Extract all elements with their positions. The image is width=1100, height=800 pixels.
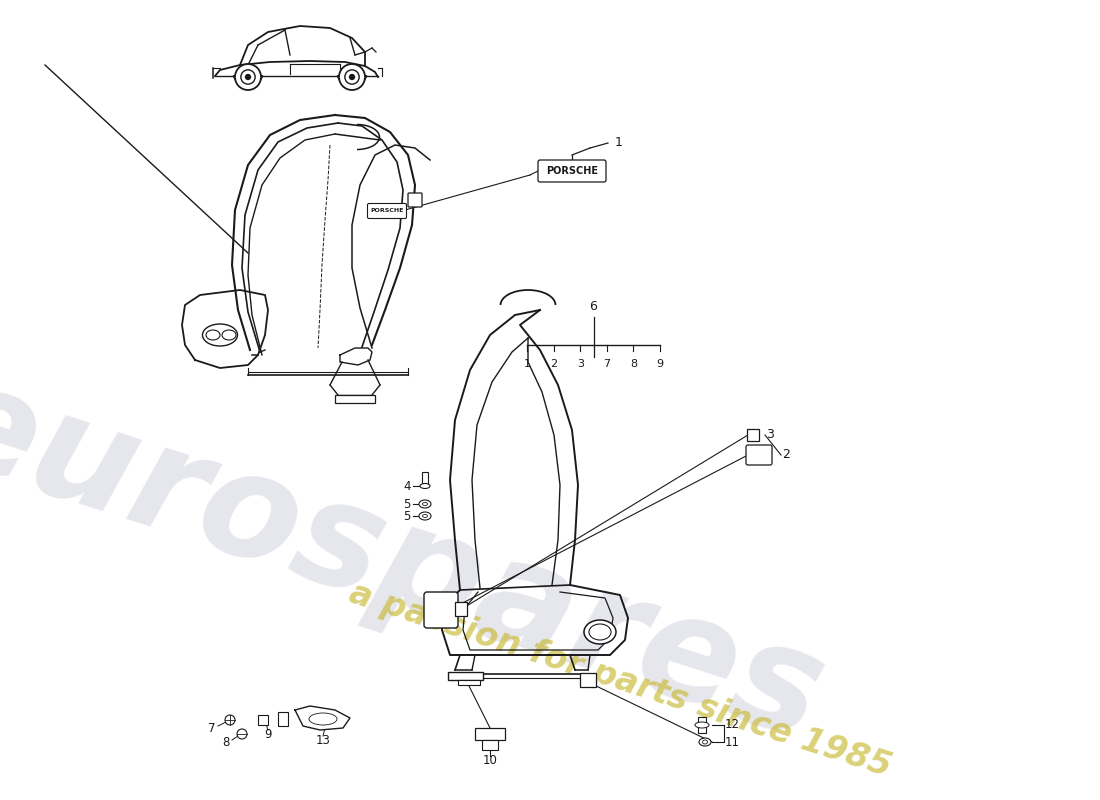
Text: eurospares: eurospares bbox=[0, 350, 840, 770]
Ellipse shape bbox=[422, 502, 428, 506]
Circle shape bbox=[235, 64, 261, 90]
Ellipse shape bbox=[420, 483, 430, 489]
Text: 1: 1 bbox=[524, 359, 530, 369]
FancyBboxPatch shape bbox=[424, 592, 458, 628]
Bar bbox=[336, 395, 375, 403]
Text: a passion for parts since 1985: a passion for parts since 1985 bbox=[344, 577, 895, 783]
Text: 5: 5 bbox=[404, 510, 410, 522]
Text: 7: 7 bbox=[603, 359, 611, 369]
Polygon shape bbox=[295, 706, 350, 730]
Text: 9: 9 bbox=[657, 359, 663, 369]
Circle shape bbox=[245, 74, 251, 80]
Bar bbox=[458, 680, 480, 685]
Bar bbox=[455, 602, 468, 616]
FancyBboxPatch shape bbox=[747, 429, 759, 441]
Text: 11: 11 bbox=[725, 735, 740, 749]
Ellipse shape bbox=[698, 738, 711, 746]
Bar bbox=[422, 472, 428, 486]
Bar bbox=[448, 672, 483, 680]
Ellipse shape bbox=[703, 740, 707, 744]
Text: PORSCHE: PORSCHE bbox=[546, 166, 598, 176]
Polygon shape bbox=[214, 65, 378, 78]
FancyBboxPatch shape bbox=[367, 203, 407, 218]
Text: 3: 3 bbox=[576, 359, 584, 369]
Text: 5: 5 bbox=[404, 498, 410, 510]
Ellipse shape bbox=[419, 500, 431, 508]
Bar bbox=[482, 740, 498, 750]
Bar bbox=[278, 712, 288, 726]
Bar bbox=[698, 717, 706, 733]
Circle shape bbox=[339, 64, 365, 90]
Text: 3: 3 bbox=[766, 429, 774, 442]
Ellipse shape bbox=[236, 729, 248, 739]
Text: 7: 7 bbox=[208, 722, 216, 734]
FancyBboxPatch shape bbox=[408, 193, 422, 207]
Bar bbox=[475, 728, 505, 740]
FancyBboxPatch shape bbox=[746, 445, 772, 465]
FancyBboxPatch shape bbox=[538, 160, 606, 182]
Ellipse shape bbox=[419, 512, 431, 520]
Text: 12: 12 bbox=[725, 718, 740, 731]
Ellipse shape bbox=[422, 514, 428, 518]
Ellipse shape bbox=[226, 715, 235, 725]
Bar bbox=[258, 715, 268, 725]
Text: 2: 2 bbox=[782, 449, 790, 462]
Circle shape bbox=[344, 70, 359, 84]
Text: 9: 9 bbox=[264, 727, 272, 741]
Bar bbox=[580, 673, 596, 687]
Circle shape bbox=[350, 74, 354, 80]
Text: PORSCHE: PORSCHE bbox=[371, 209, 404, 214]
Text: 10: 10 bbox=[483, 754, 497, 766]
Ellipse shape bbox=[584, 620, 616, 644]
Ellipse shape bbox=[695, 722, 710, 728]
Polygon shape bbox=[182, 290, 268, 368]
Text: 8: 8 bbox=[630, 359, 637, 369]
Text: 2: 2 bbox=[550, 359, 558, 369]
Circle shape bbox=[241, 70, 255, 84]
Text: 4: 4 bbox=[404, 479, 410, 493]
Text: 6: 6 bbox=[590, 300, 597, 313]
Text: 8: 8 bbox=[222, 735, 230, 749]
Text: 13: 13 bbox=[316, 734, 330, 746]
Text: 1: 1 bbox=[615, 137, 623, 150]
